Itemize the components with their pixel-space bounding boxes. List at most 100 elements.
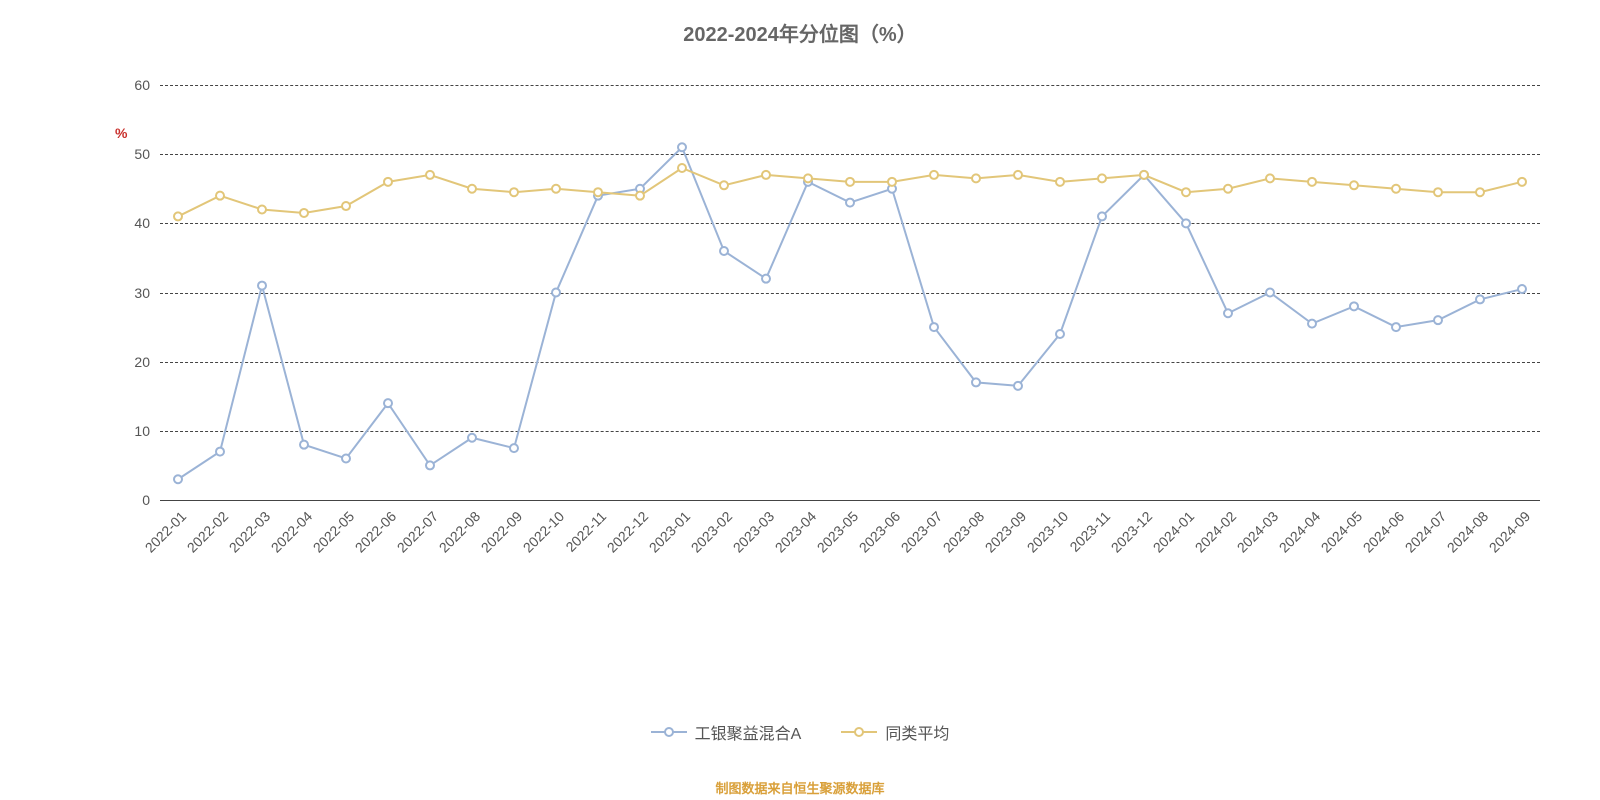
series-marker (1224, 309, 1232, 317)
gridline (160, 500, 1540, 501)
chart-footer: 制图数据来自恒生聚源数据库 (0, 778, 1600, 797)
series-marker (888, 178, 896, 186)
series-marker (552, 185, 560, 193)
series-marker (1098, 174, 1106, 182)
x-tick-label: 2024-03 (1234, 508, 1282, 556)
x-tick-label: 2023-01 (646, 508, 694, 556)
legend-label: 工银聚益混合A (695, 720, 802, 744)
series-marker (1518, 178, 1526, 186)
percentile-chart: 2022-2024年分位图（%） % 01020304050602022-012… (0, 0, 1600, 800)
series-marker (174, 475, 182, 483)
series-marker (972, 378, 980, 386)
series-marker (1014, 382, 1022, 390)
x-tick-label: 2023-05 (814, 508, 862, 556)
x-tick-label: 2022-11 (562, 508, 609, 555)
y-tick-label: 30 (134, 285, 150, 301)
series-marker (1098, 212, 1106, 220)
series-marker (804, 174, 812, 182)
series-marker (930, 323, 938, 331)
series-marker (594, 188, 602, 196)
series-marker (1308, 320, 1316, 328)
legend-swatch (841, 725, 877, 739)
series-marker (1392, 185, 1400, 193)
series-line-1 (178, 168, 1522, 216)
series-marker (1056, 178, 1064, 186)
x-tick-label: 2023-04 (772, 508, 820, 556)
series-marker (1434, 188, 1442, 196)
series-marker (846, 178, 854, 186)
x-tick-label: 2022-02 (184, 508, 232, 556)
x-tick-label: 2022-05 (310, 508, 358, 556)
series-marker (1308, 178, 1316, 186)
x-tick-label: 2024-05 (1318, 508, 1366, 556)
series-marker (678, 143, 686, 151)
series-marker (342, 455, 350, 463)
series-marker (300, 441, 308, 449)
x-tick-label: 2022-07 (394, 508, 442, 556)
series-marker (930, 171, 938, 179)
series-marker (342, 202, 350, 210)
x-tick-label: 2023-09 (982, 508, 1030, 556)
y-tick-label: 50 (134, 146, 150, 162)
series-line-0 (178, 147, 1522, 479)
x-tick-label: 2023-07 (898, 508, 946, 556)
legend: 工银聚益混合A 同类平均 (0, 720, 1600, 744)
x-tick-label: 2024-04 (1276, 508, 1324, 556)
x-tick-label: 2024-09 (1486, 508, 1534, 556)
chart-title: 2022-2024年分位图（%） (0, 18, 1600, 47)
x-tick-label: 2022-03 (226, 508, 274, 556)
series-marker (1476, 188, 1484, 196)
x-tick-label: 2023-03 (730, 508, 778, 556)
legend-item-1: 同类平均 (841, 720, 949, 744)
x-tick-label: 2022-12 (604, 508, 652, 556)
series-marker (426, 461, 434, 469)
series-marker (174, 212, 182, 220)
x-tick-label: 2022-09 (478, 508, 526, 556)
series-marker (846, 199, 854, 207)
series-marker (1014, 171, 1022, 179)
x-tick-label: 2022-10 (520, 508, 568, 556)
x-tick-label: 2022-01 (142, 508, 190, 556)
legend-label: 同类平均 (885, 720, 949, 744)
y-tick-label: 0 (142, 492, 150, 508)
x-tick-label: 2023-11 (1066, 508, 1113, 555)
series-marker (1182, 188, 1190, 196)
x-tick-label: 2022-04 (268, 508, 316, 556)
series-marker (1434, 316, 1442, 324)
series-marker (972, 174, 980, 182)
series-marker (720, 181, 728, 189)
series-marker (510, 444, 518, 452)
legend-swatch (651, 725, 687, 739)
series-marker (258, 206, 266, 214)
series-marker (552, 289, 560, 297)
series-marker (216, 448, 224, 456)
x-tick-label: 2023-08 (940, 508, 988, 556)
series-marker (1266, 289, 1274, 297)
x-tick-label: 2023-06 (856, 508, 904, 556)
plot-area: 01020304050602022-012022-022022-032022-0… (160, 85, 1540, 500)
series-marker (1350, 181, 1358, 189)
series-marker (1350, 302, 1358, 310)
x-tick-label: 2023-02 (688, 508, 736, 556)
y-tick-label: 10 (134, 423, 150, 439)
y-axis-unit: % (115, 125, 127, 141)
series-marker (720, 247, 728, 255)
series-marker (426, 171, 434, 179)
series-marker (384, 178, 392, 186)
series-marker (1266, 174, 1274, 182)
series-marker (762, 275, 770, 283)
y-tick-label: 40 (134, 215, 150, 231)
x-tick-label: 2023-12 (1108, 508, 1156, 556)
series-marker (468, 434, 476, 442)
series-marker (1392, 323, 1400, 331)
series-marker (1056, 330, 1064, 338)
x-tick-label: 2022-06 (352, 508, 400, 556)
series-marker (678, 164, 686, 172)
series-marker (384, 399, 392, 407)
x-tick-label: 2023-10 (1024, 508, 1072, 556)
series-marker (1182, 219, 1190, 227)
y-tick-label: 60 (134, 77, 150, 93)
series-marker (762, 171, 770, 179)
series-marker (636, 192, 644, 200)
series-marker (1518, 285, 1526, 293)
